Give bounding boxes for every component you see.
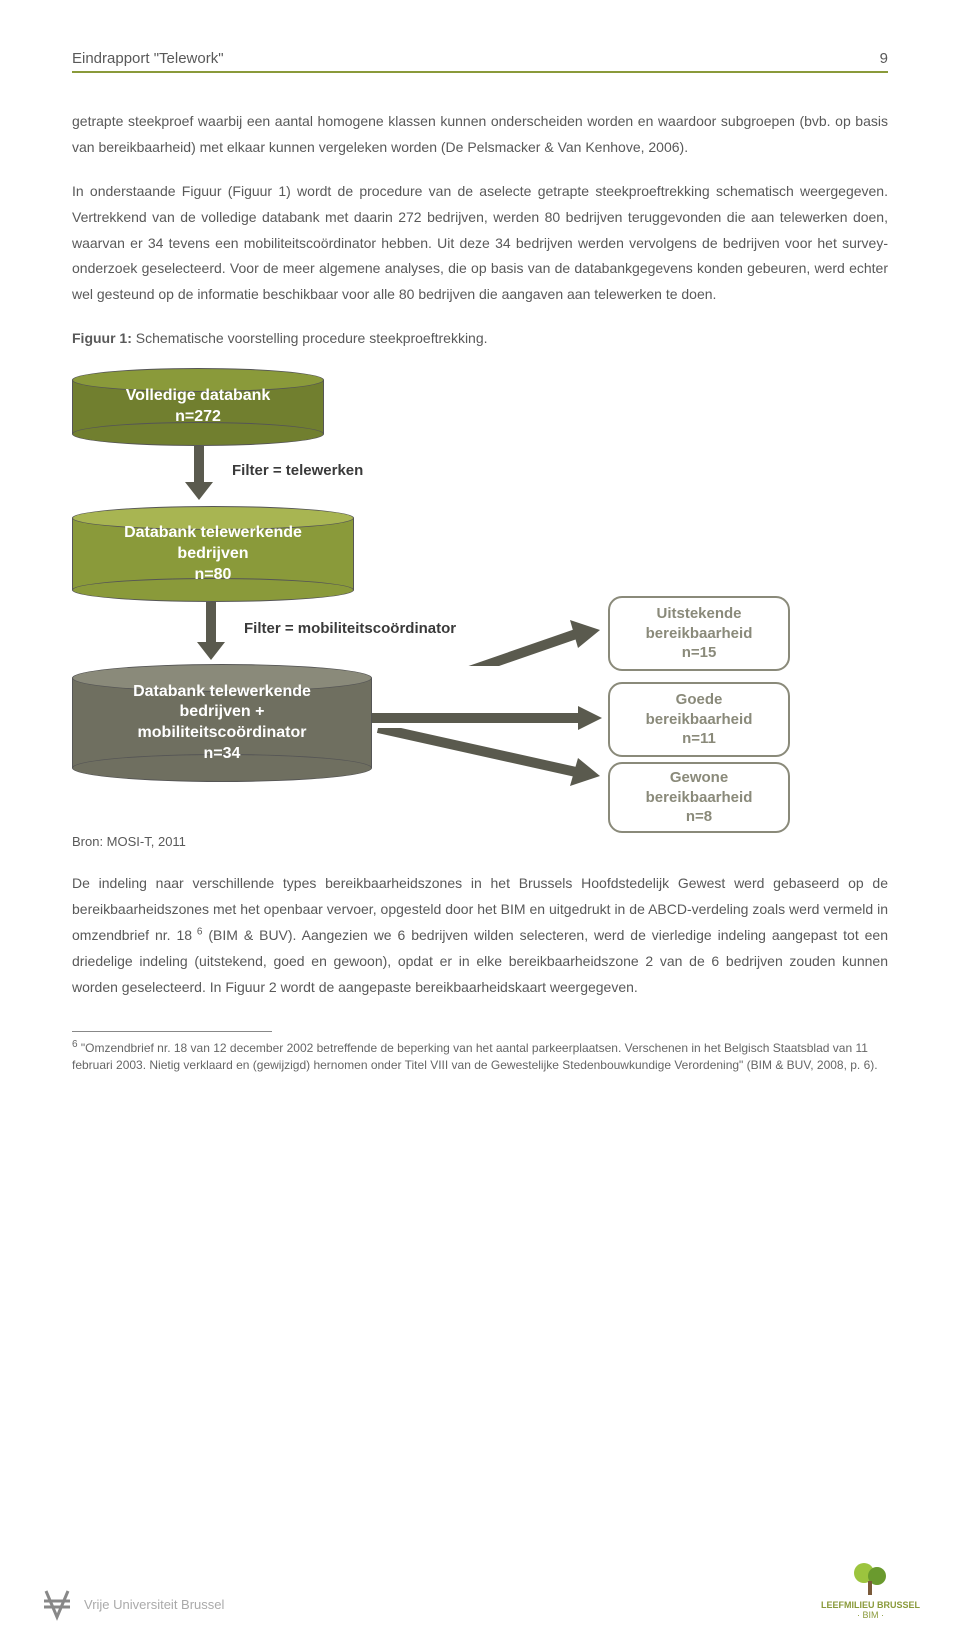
pill3-line3: n=8 bbox=[618, 807, 780, 827]
cyl2-line3: n=80 bbox=[72, 565, 354, 586]
footnote: 6 "Omzendbrief nr. 18 van 12 december 20… bbox=[72, 1038, 888, 1075]
pill-gewone: Gewone bereikbaarheid n=8 bbox=[608, 762, 790, 833]
cylinder-full-db: Volledige databank n=272 bbox=[72, 368, 324, 446]
figure-caption: Figuur 1: Schematische voorstelling proc… bbox=[72, 326, 888, 352]
arrow-fan-up bbox=[372, 616, 602, 666]
pill1-line3: n=15 bbox=[618, 643, 780, 663]
filter-1-label: Filter = telewerken bbox=[232, 462, 363, 479]
pill3-line2: bereikbaarheid bbox=[618, 788, 780, 808]
figure-source: Bron: MOSI-T, 2011 bbox=[72, 834, 888, 849]
vub-text: Vrije Universiteit Brussel bbox=[84, 1597, 224, 1612]
cyl1-line2: n=272 bbox=[72, 407, 324, 428]
leef-line2: · BIM · bbox=[821, 1611, 920, 1621]
vub-mark-icon bbox=[40, 1587, 74, 1621]
paragraph-3: De indeling naar verschillende types ber… bbox=[72, 871, 888, 1000]
cyl3-line3: mobiliteitscoördinator bbox=[72, 723, 372, 744]
cylinder-telework-db: Databank telewerkende bedrijven n=80 bbox=[72, 506, 354, 602]
cyl3-line2: bedrijven + bbox=[72, 702, 372, 723]
footnote-text: "Omzendbrief nr. 18 van 12 december 2002… bbox=[72, 1041, 878, 1072]
pill3-line1: Gewone bbox=[618, 768, 780, 788]
paragraph-1: getrapte steekproef waarbij een aantal h… bbox=[72, 109, 888, 161]
leefmilieu-logo: LEEFMILIEU BRUSSEL · BIM · bbox=[821, 1559, 920, 1621]
pill2-line3: n=11 bbox=[618, 729, 780, 749]
cyl2-line2: bedrijven bbox=[72, 544, 354, 565]
pill-goede: Goede bereikbaarheid n=11 bbox=[608, 682, 790, 757]
cyl3-line1: Databank telewerkende bbox=[72, 682, 372, 703]
figure-caption-bold: Figuur 1: bbox=[72, 330, 132, 346]
cyl3-line4: n=34 bbox=[72, 744, 372, 765]
pill-uitstekende: Uitstekende bereikbaarheid n=15 bbox=[608, 596, 790, 671]
pill1-line2: bereikbaarheid bbox=[618, 624, 780, 644]
arrow-down-2 bbox=[194, 602, 228, 660]
cyl1-line1: Volledige databank bbox=[72, 386, 324, 407]
arrow-down-1 bbox=[182, 446, 216, 500]
footer-logos: Vrije Universiteit Brussel LEEFMILIEU BR… bbox=[40, 1559, 920, 1621]
arrow-fan-mid bbox=[372, 706, 602, 730]
cylinder-mobcoord-db: Databank telewerkende bedrijven + mobili… bbox=[72, 664, 372, 782]
pill2-line1: Goede bbox=[618, 690, 780, 710]
tree-icon bbox=[850, 1559, 890, 1599]
header-title: Eindrapport "Telework" bbox=[72, 50, 224, 67]
header-page: 9 bbox=[880, 50, 888, 67]
paragraph-2: In onderstaande Figuur (Figuur 1) wordt … bbox=[72, 179, 888, 308]
cyl2-line1: Databank telewerkende bbox=[72, 523, 354, 544]
arrow-fan-down bbox=[372, 728, 602, 790]
pill1-line1: Uitstekende bbox=[618, 604, 780, 624]
para3-sup: 6 bbox=[192, 926, 202, 937]
figure-caption-rest: Schematische voorstelling procedure stee… bbox=[132, 330, 488, 346]
page-header: Eindrapport "Telework" 9 bbox=[72, 50, 888, 73]
figure-1-diagram: Volledige databank n=272 Filter = telewe… bbox=[72, 368, 888, 808]
pill2-line2: bereikbaarheid bbox=[618, 710, 780, 730]
vub-logo: Vrije Universiteit Brussel bbox=[40, 1587, 224, 1621]
footnote-rule bbox=[72, 1031, 272, 1032]
